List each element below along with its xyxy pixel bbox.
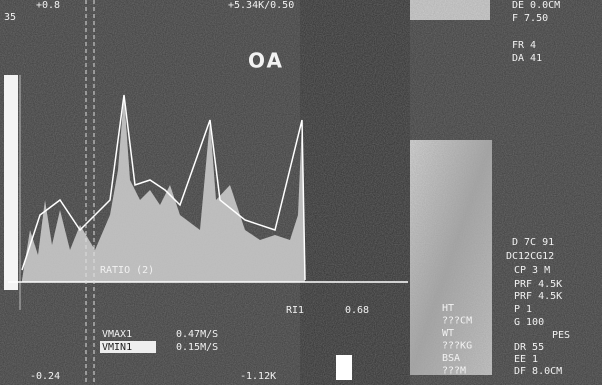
depth-label: 35 [4, 12, 16, 23]
ratio-label: RATIO (2) [100, 265, 154, 276]
vessel-label: OA [248, 49, 284, 73]
machine-setting: D 7C 91 [512, 237, 554, 248]
vmin-label: VMIN1 [102, 342, 132, 353]
scale-label: +0.8 [36, 0, 60, 11]
machine-setting: DC12CG12 [506, 251, 554, 262]
probe-setting: DA 41 [512, 53, 542, 64]
machine-setting: PRF 4.5K [514, 279, 562, 290]
patient-field: ???CM [442, 316, 472, 327]
machine-setting: DR 55 [514, 342, 544, 353]
ri-value: 0.68 [345, 305, 369, 316]
patient-field: BSA [442, 353, 460, 364]
probe-setting: DE 0.0CM [512, 0, 560, 11]
machine-setting: PRF 4.5K [514, 291, 562, 302]
scale-label: +5.34K/0.50 [228, 0, 294, 11]
probe-setting: F 7.50 [512, 13, 548, 24]
machine-setting: P 1 [514, 304, 532, 315]
marker [336, 355, 352, 380]
patient-field: ???M [442, 366, 466, 377]
scale-bar [4, 75, 18, 290]
scale-label: -0.24 [30, 371, 60, 382]
vmax-value: 0.47M/S [176, 329, 218, 340]
machine-setting: PES [552, 330, 570, 341]
ri-label: RI1 [286, 305, 304, 316]
machine-setting: G 100 [514, 317, 544, 328]
machine-setting: DF 8.0CM [514, 366, 562, 377]
probe-setting: FR 4 [512, 40, 536, 51]
scale-label: -1.12K [240, 371, 276, 382]
patient-field: WT [442, 328, 454, 339]
vmin-value: 0.15M/S [176, 342, 218, 353]
vmax-label: VMAX1 [102, 329, 132, 340]
machine-setting: EE 1 [514, 354, 538, 365]
patient-field: ???KG [442, 341, 472, 352]
ultrasound-screen: +0.8 35 +5.34K/0.50 DE 0.0CM F 7.50 FR 4 DA… [0, 0, 602, 385]
machine-setting: CP 3 M [514, 265, 550, 276]
patient-field: HT [442, 303, 454, 314]
